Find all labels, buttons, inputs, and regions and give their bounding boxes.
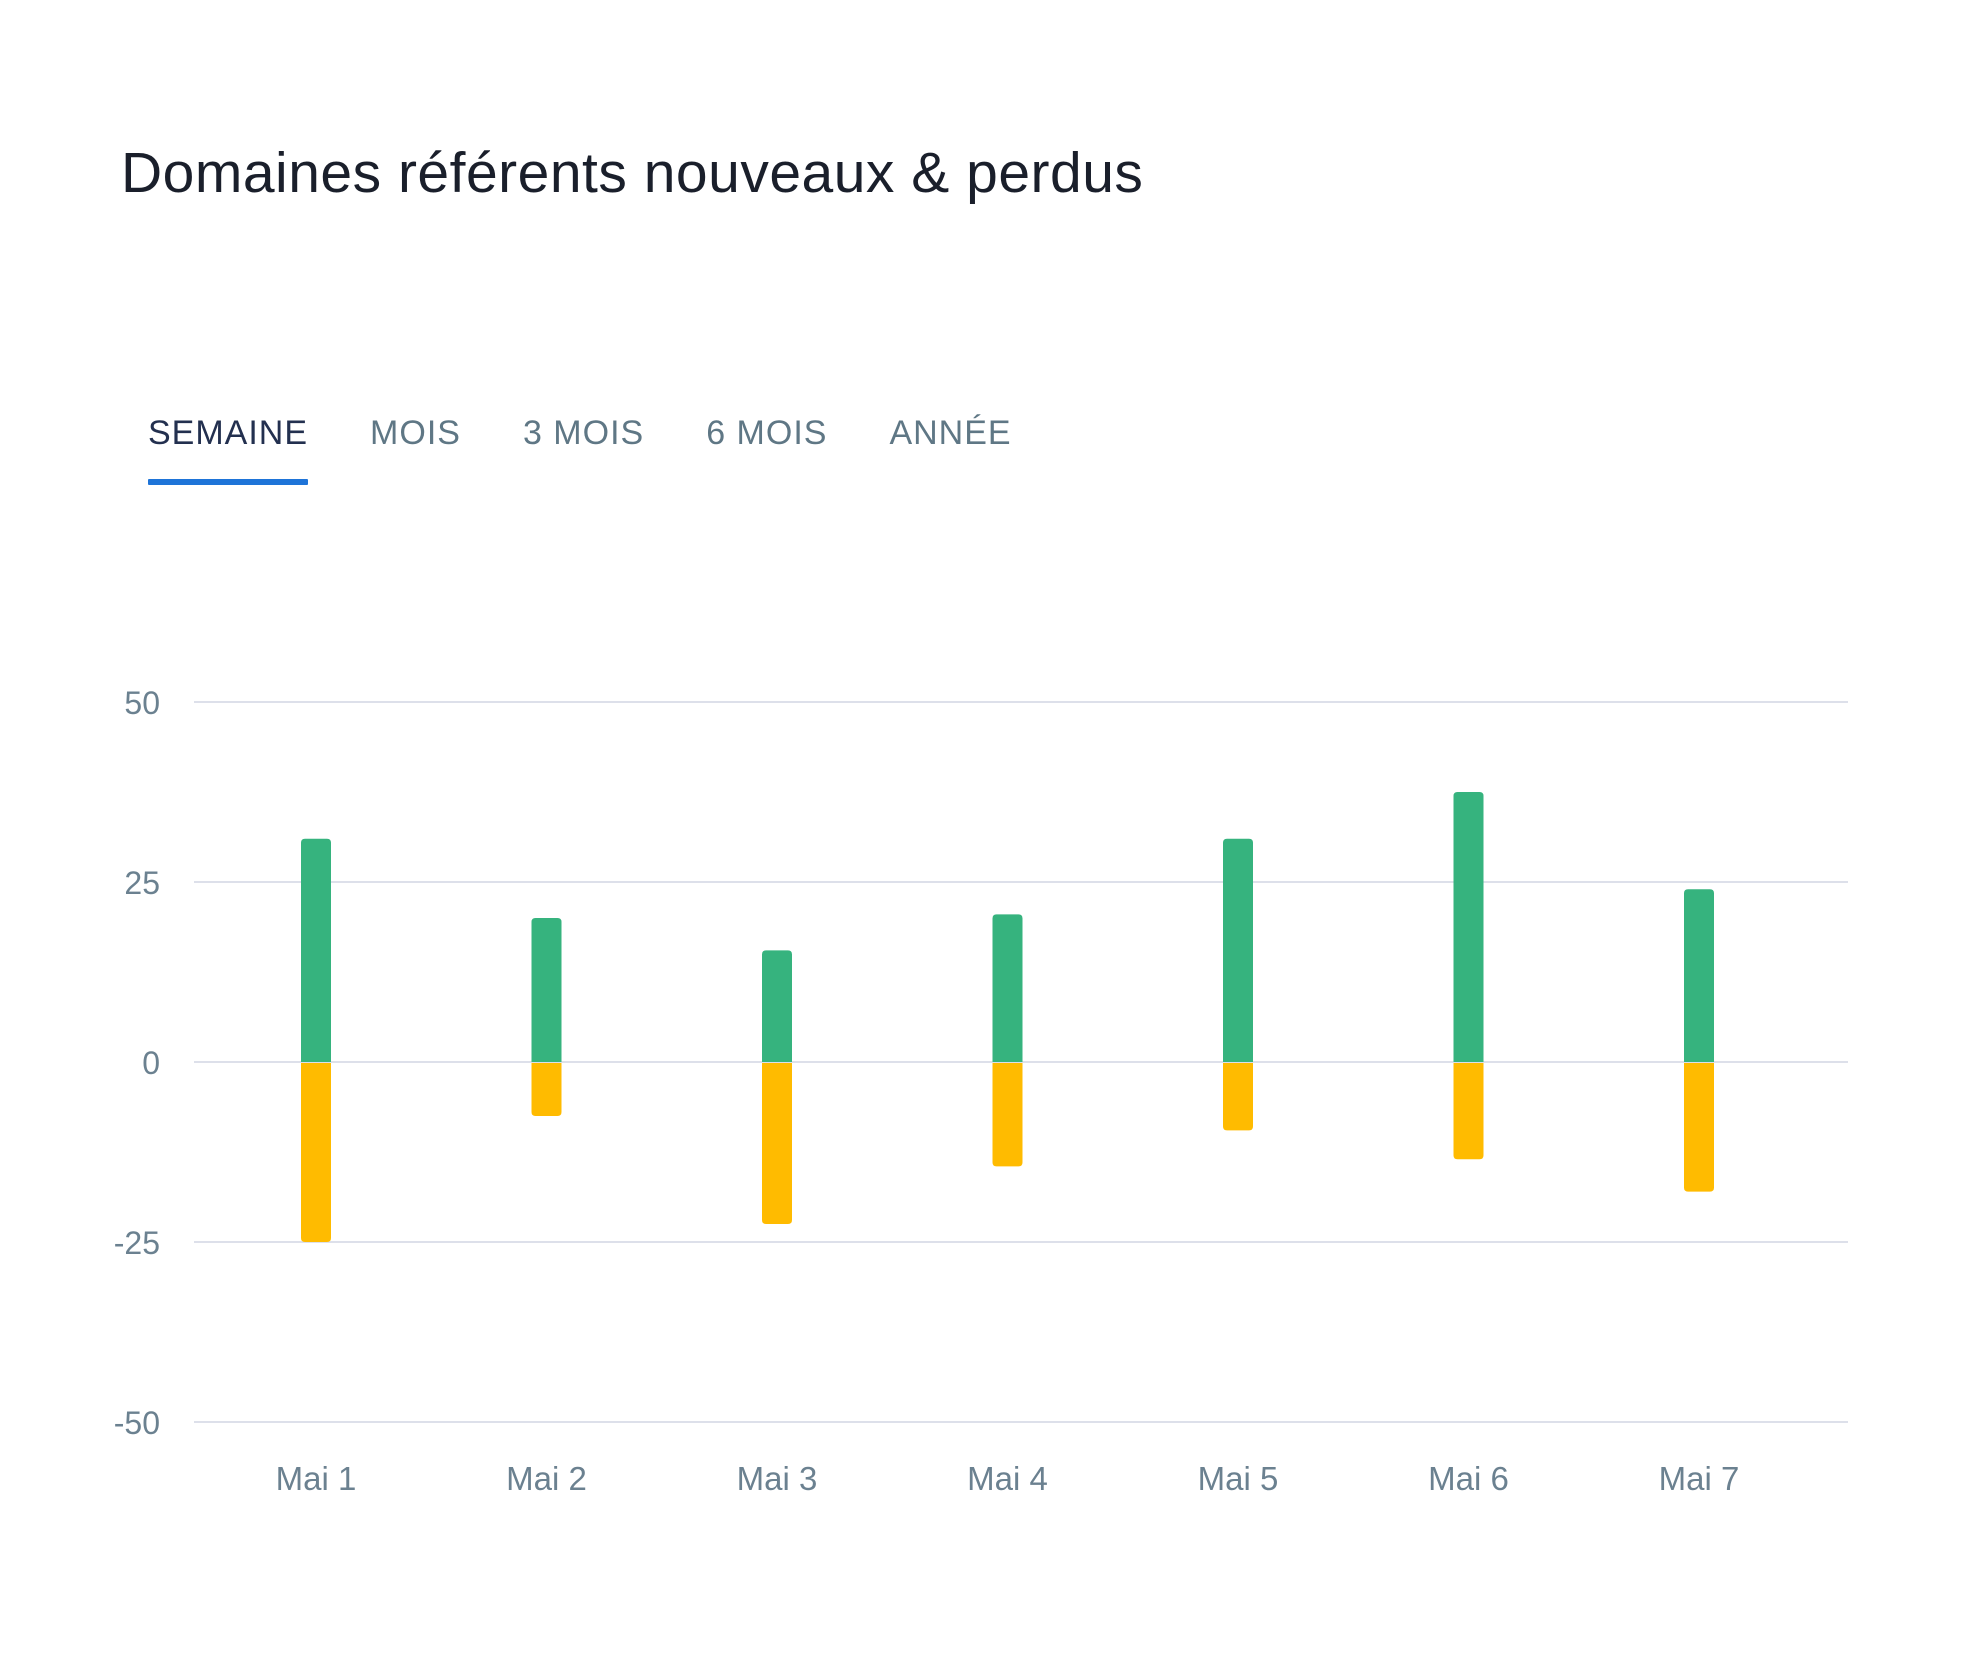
x-tick-label: Mai 7 [1659,1460,1740,1497]
bar-lost[interactable] [1684,1063,1714,1192]
bar-lost[interactable] [531,1063,562,1116]
bar-gained[interactable] [1223,838,1253,1062]
bar-lost[interactable] [762,1063,792,1224]
x-tick-label: Mai 3 [737,1460,818,1497]
bar-gained[interactable] [301,838,331,1062]
bar-gained[interactable] [1453,792,1484,1062]
y-tick-label: -50 [114,1405,160,1441]
period-tabs: SEMAINE MOIS 3 MOIS 6 MOIS ANNÉE [148,405,1074,485]
tab-month[interactable]: MOIS [370,414,461,452]
x-tick-label: Mai 6 [1428,1460,1509,1497]
x-tick-label: Mai 2 [506,1460,587,1497]
bar-gained[interactable] [1684,889,1714,1062]
bar-chart: 50 25 0 -25 -50 Mai 1 Mai 2 Mai 3 Mai 4 Mai 5 Mai … [114,685,1848,1497]
tab-week[interactable]: SEMAINE [148,405,309,485]
y-tick-label: 25 [124,865,160,901]
x-tick-label: Mai 1 [276,1460,357,1497]
y-tick-label: -25 [114,1225,160,1261]
x-tick-label: Mai 5 [1198,1460,1279,1497]
bar-lost[interactable] [1223,1063,1253,1131]
bar-lost[interactable] [992,1063,1023,1167]
tab-year[interactable]: ANNÉE [889,414,1012,452]
chart-title: Domaines référents nouveaux & perdus [121,141,1144,205]
x-tick-label: Mai 4 [967,1460,1048,1497]
bar-gained[interactable] [762,950,792,1062]
bar-lost[interactable] [301,1063,331,1242]
y-tick-label: 50 [124,685,160,721]
bar-lost[interactable] [1453,1063,1484,1160]
bar-gained[interactable] [531,918,562,1062]
y-tick-label: 0 [142,1045,160,1081]
bar-gained[interactable] [992,914,1023,1062]
tab-6-months[interactable]: 6 MOIS [706,414,828,452]
tab-3-months[interactable]: 3 MOIS [522,414,645,452]
